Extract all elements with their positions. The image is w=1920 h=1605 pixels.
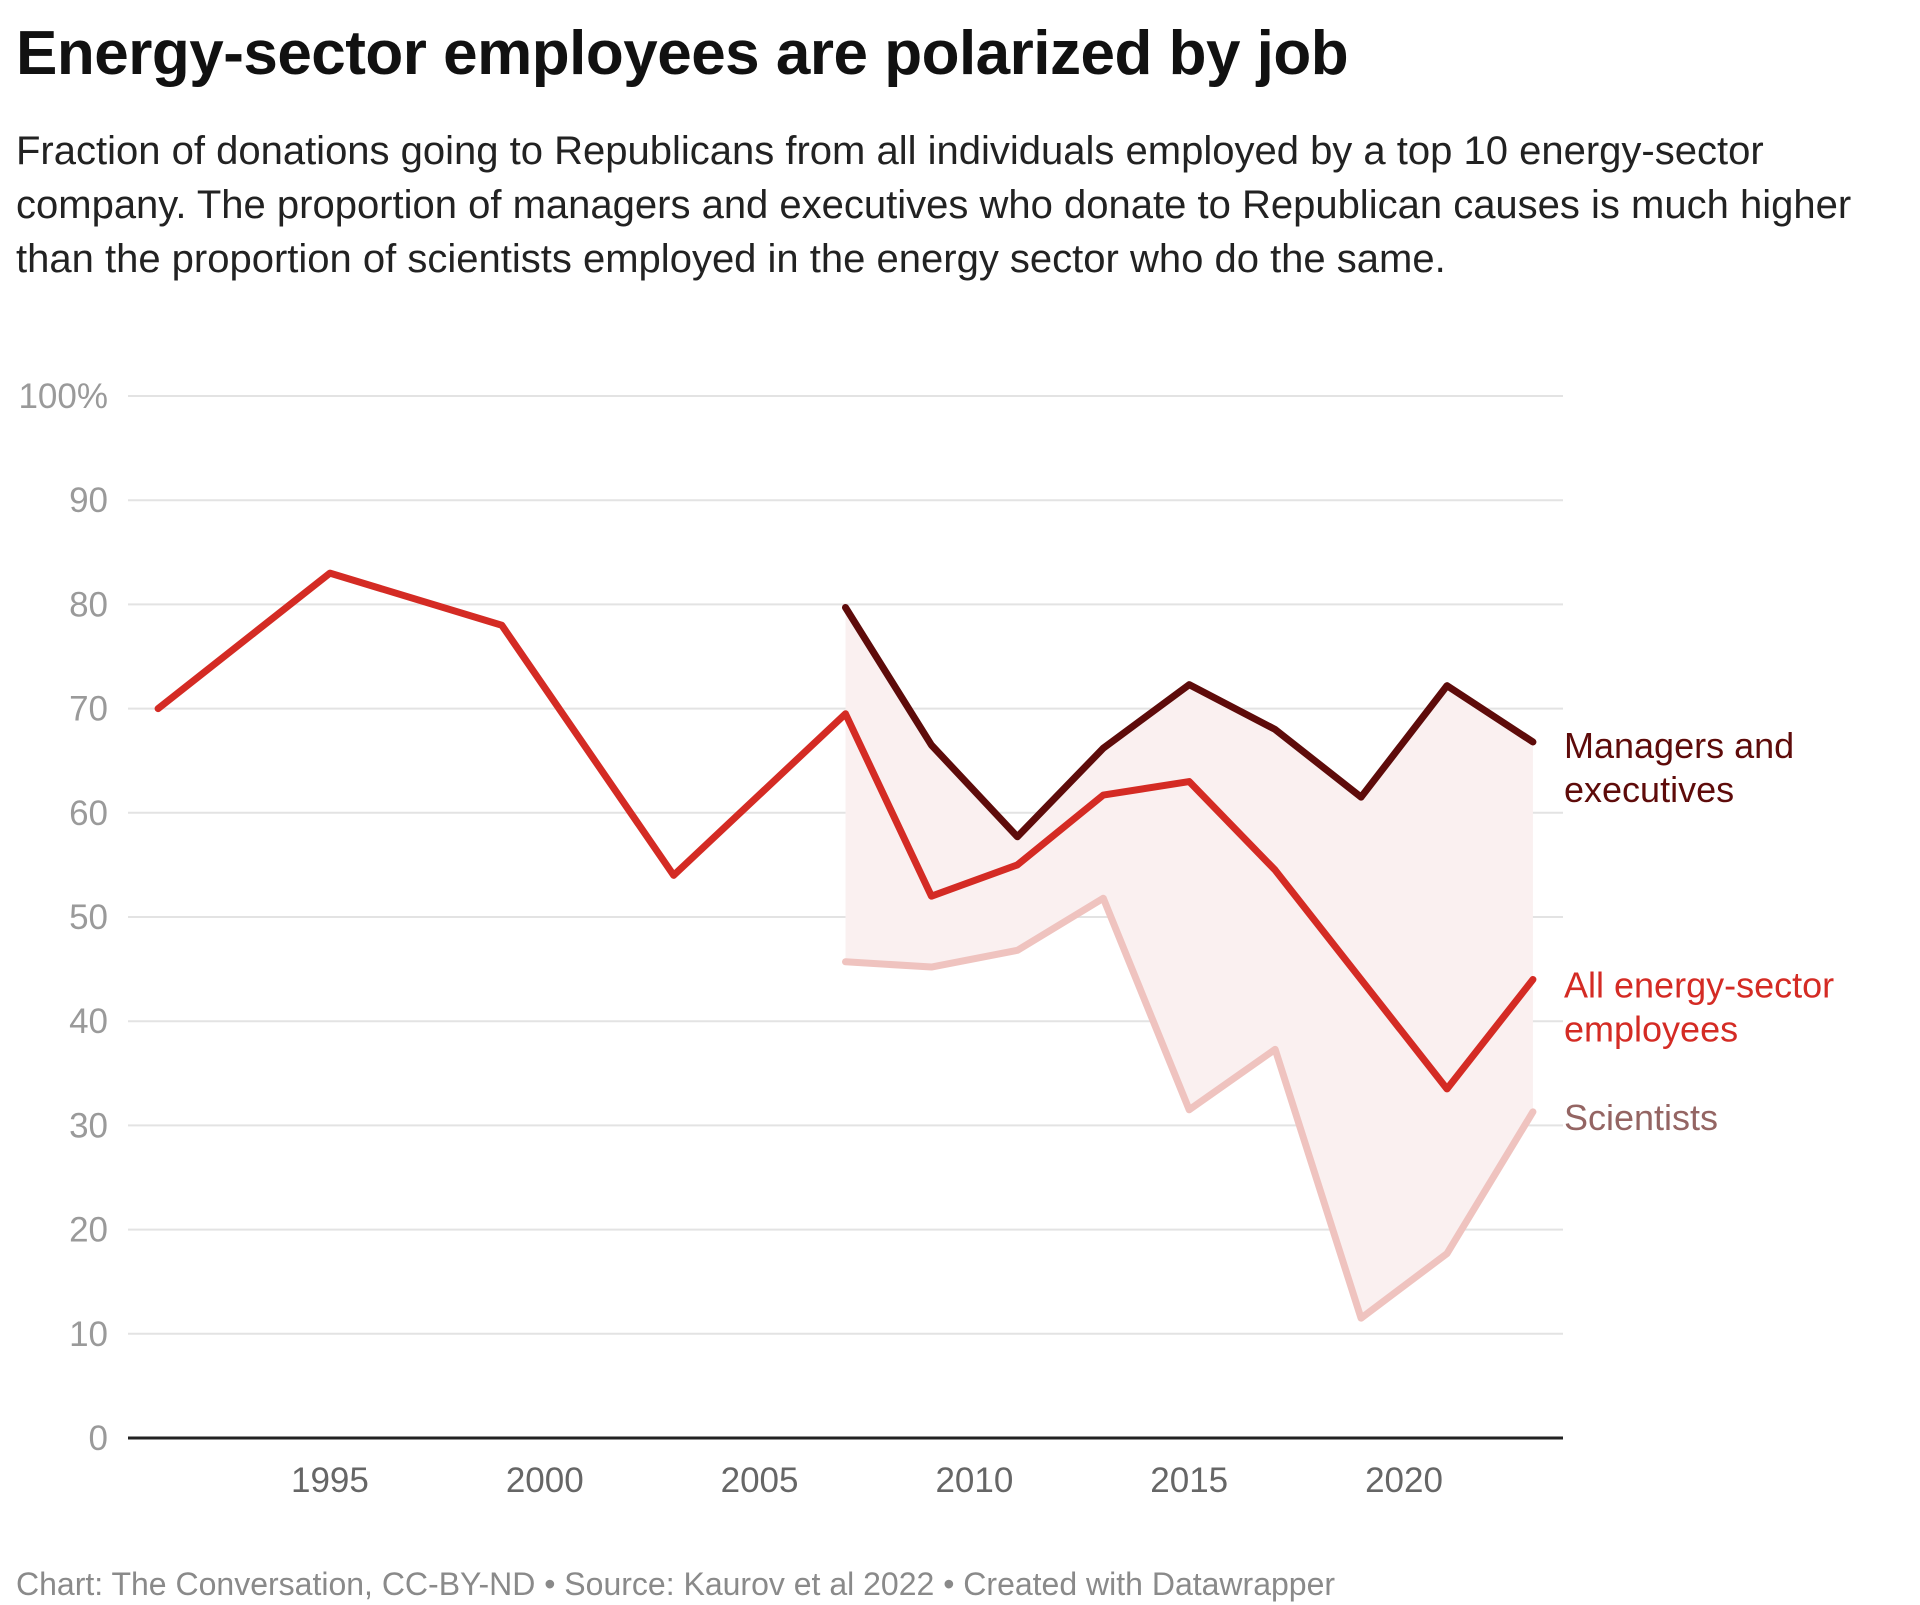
series-label: employees xyxy=(1564,1009,1738,1050)
range-band xyxy=(845,607,1533,1319)
chart-subtitle: Fraction of donations going to Republica… xyxy=(16,129,1852,281)
y-tick-label: 20 xyxy=(69,1211,108,1250)
series-label: All energy-sector xyxy=(1564,965,1834,1006)
y-tick-label: 70 xyxy=(69,690,108,729)
y-tick-label: 60 xyxy=(69,794,108,833)
series-label: Managers and xyxy=(1564,725,1794,766)
y-tick-label: 40 xyxy=(69,1002,108,1041)
x-tick-label: 2010 xyxy=(935,1461,1013,1500)
chart-title: Energy-sector employees are polarized by… xyxy=(16,19,1349,88)
series-label: executives xyxy=(1564,769,1734,810)
x-tick-label: 2005 xyxy=(721,1461,799,1500)
y-tick-label: 10 xyxy=(69,1315,108,1354)
y-tick-label: 0 xyxy=(89,1419,108,1458)
y-tick-label: 50 xyxy=(69,898,108,937)
y-tick-label: 30 xyxy=(69,1106,108,1145)
x-tick-label: 2020 xyxy=(1365,1461,1443,1500)
y-tick-label: 90 xyxy=(69,481,108,520)
series-label: Scientists xyxy=(1564,1097,1718,1138)
x-tick-label: 2000 xyxy=(506,1461,584,1500)
x-tick-label: 1995 xyxy=(291,1461,369,1500)
x-tick-label: 2015 xyxy=(1150,1461,1228,1500)
y-tick-label: 80 xyxy=(69,585,108,624)
y-tick-label: 100% xyxy=(18,377,108,416)
chart-footer: Chart: The Conversation, CC-BY-ND • Sour… xyxy=(16,1566,1336,1602)
